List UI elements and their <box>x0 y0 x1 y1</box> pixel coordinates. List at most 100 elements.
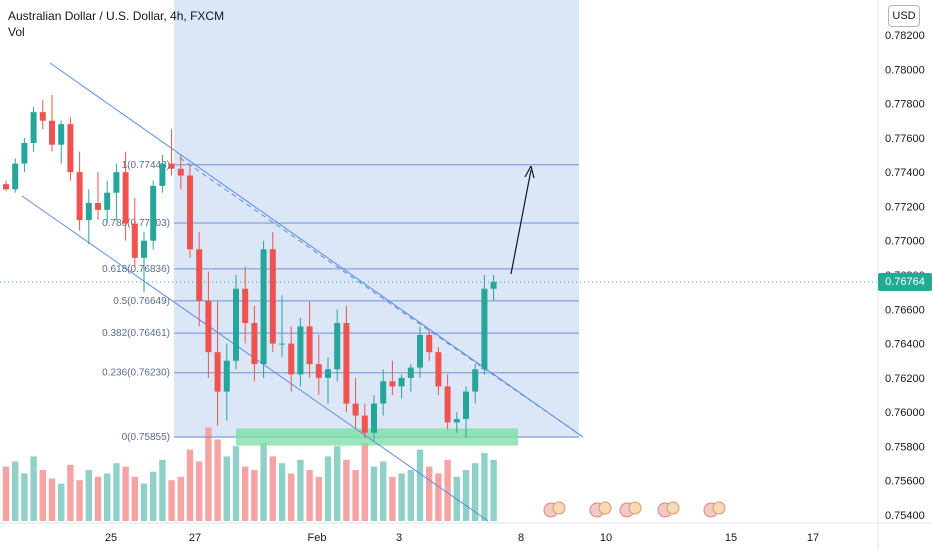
candle-body <box>435 352 442 387</box>
volume-bar <box>370 466 378 521</box>
volume-bar <box>94 476 102 521</box>
fib-zone <box>174 0 579 438</box>
candle-body <box>417 335 423 368</box>
currency-button[interactable]: USD <box>888 5 920 27</box>
candle-body <box>269 249 276 344</box>
price-tick-label: 0.78200 <box>885 30 925 42</box>
fib-level-label: 0.5(0.76649) <box>113 296 170 307</box>
channel-upper-line <box>49 62 584 438</box>
volume-bar <box>343 459 350 521</box>
candle-body <box>76 172 83 221</box>
volume-bar <box>278 463 286 521</box>
price-tick-label: 0.77000 <box>885 236 925 248</box>
candle-body <box>315 364 322 378</box>
candle-body <box>288 343 295 375</box>
candle-body <box>214 352 221 392</box>
candle-body <box>85 203 92 221</box>
volume-bar <box>67 464 74 521</box>
candle-body <box>371 403 377 433</box>
price-tick-label: 0.75800 <box>885 441 925 453</box>
time-tick-label: 8 <box>518 532 524 544</box>
fib-level-label: 0.236(0.76230) <box>102 368 170 379</box>
candle-body <box>95 203 101 210</box>
candle-body <box>380 381 387 404</box>
candle-body <box>58 124 65 145</box>
candle-body <box>233 288 239 361</box>
candle-body <box>325 369 331 378</box>
volume-bar <box>76 480 83 521</box>
volume-bar <box>214 439 221 521</box>
time-tick-label: 17 <box>807 532 819 544</box>
candle-body <box>104 192 111 210</box>
event-flag-icon <box>598 501 612 515</box>
candle-body <box>30 112 37 143</box>
price-tick-label: 0.76400 <box>885 339 925 351</box>
volume-bar <box>251 470 258 521</box>
candle-body <box>472 369 479 392</box>
price-tick-label: 0.78000 <box>885 64 925 76</box>
volume-bar <box>177 476 184 521</box>
volume-bar <box>186 449 194 521</box>
candle-body <box>481 288 488 370</box>
volume-bar <box>104 473 111 521</box>
volume-bar <box>150 471 157 521</box>
volume-bar <box>334 446 341 521</box>
time-tick-label: 3 <box>396 532 402 544</box>
event-flag-icon <box>628 501 642 515</box>
candle-body <box>242 288 249 323</box>
volume-bar <box>435 473 442 521</box>
price-tick-label: 0.77600 <box>885 133 925 145</box>
candle-body <box>260 249 267 365</box>
volume-bar <box>21 473 28 521</box>
chart-legend: Australian Dollar / U.S. Dollar, 4h, FXC… <box>8 8 224 40</box>
fib-level-label: 0(0.75855) <box>122 432 170 443</box>
candle-body <box>49 120 55 145</box>
fib-level-label: 0.382(0.76461) <box>102 328 170 339</box>
volume-label: Vol <box>8 25 25 39</box>
volume-bar <box>242 466 249 521</box>
candle-body <box>251 323 258 365</box>
candle-body <box>279 343 285 345</box>
volume-bar <box>324 456 332 521</box>
candle-body <box>67 124 74 173</box>
candle-body <box>463 391 469 419</box>
price-tick-label: 0.76000 <box>885 407 925 419</box>
candle-body <box>3 184 9 190</box>
candle-body <box>131 223 138 258</box>
fib-level-label: 0.786(0.77103) <box>102 218 170 229</box>
time-tick-label: 10 <box>600 532 612 544</box>
candle-body <box>159 163 166 186</box>
fib-level-label: 0.618(0.76836) <box>102 264 170 275</box>
volume-bar <box>223 456 230 521</box>
volume-bar <box>352 470 359 521</box>
volume-bar <box>398 473 405 521</box>
candle-body <box>361 415 368 433</box>
price-tick-label: 0.77400 <box>885 167 925 179</box>
price-tick-label: 0.77800 <box>885 99 925 111</box>
candle-body <box>444 386 451 423</box>
price-tick-label: 0.76600 <box>885 304 925 316</box>
time-tick-label: 25 <box>105 532 117 544</box>
candle-body <box>343 323 350 404</box>
event-flag-icon <box>666 501 680 515</box>
candle-body <box>187 175 193 250</box>
volume-bar <box>232 446 240 521</box>
volume-bar <box>168 480 175 521</box>
projection-arrow-head <box>524 165 535 179</box>
projection-arrow-line <box>510 169 532 275</box>
candle-body <box>39 112 46 121</box>
time-tick-label: 27 <box>189 532 201 544</box>
last-price-tag: 0.76764 <box>878 273 932 291</box>
volume-bar <box>416 449 424 521</box>
volume-bar <box>39 470 46 521</box>
volume-bar <box>444 459 451 521</box>
volume-bar <box>260 442 267 521</box>
candle-body <box>12 163 19 190</box>
volume-bar <box>481 453 488 521</box>
volume-bar <box>85 470 92 521</box>
volume-bar <box>269 456 276 521</box>
candle-body <box>113 172 120 193</box>
candle-body <box>223 360 230 392</box>
